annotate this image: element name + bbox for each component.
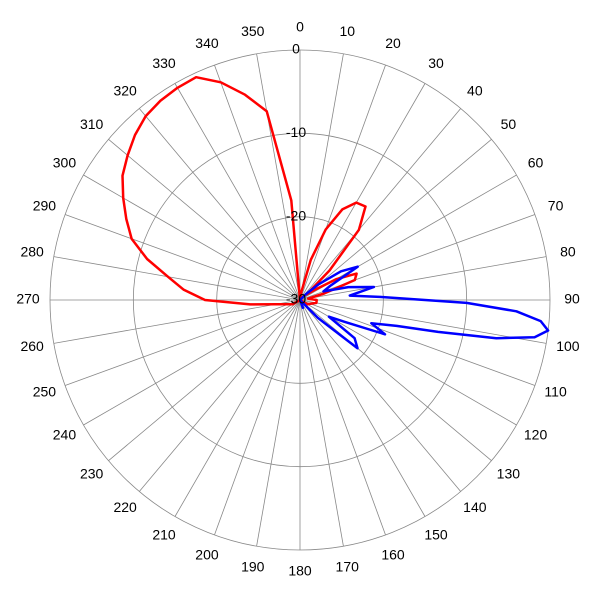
- angle-label: 70: [548, 198, 564, 214]
- angle-label: 150: [424, 526, 448, 542]
- spoke: [64, 214, 301, 301]
- spoke: [174, 299, 301, 517]
- spoke: [299, 299, 344, 547]
- angle-label: 20: [385, 35, 401, 51]
- spoke: [214, 299, 301, 536]
- spoke: [83, 174, 301, 301]
- angle-label: 210: [152, 526, 176, 542]
- spoke: [299, 53, 344, 301]
- angle-label: 190: [241, 559, 265, 575]
- spoke: [108, 299, 301, 462]
- spoke: [299, 299, 462, 492]
- pattern-line: [298, 265, 550, 350]
- spoke: [108, 138, 301, 301]
- angle-label: 280: [20, 243, 44, 259]
- angle-label: 250: [33, 384, 57, 400]
- radial-label: -20: [286, 207, 306, 223]
- spoke: [174, 83, 301, 301]
- spoke: [299, 299, 386, 536]
- spoke: [214, 64, 301, 301]
- angle-label: 310: [80, 116, 104, 132]
- spoke: [83, 299, 301, 426]
- angle-label: 170: [336, 559, 360, 575]
- spoke: [299, 299, 517, 426]
- ring: [132, 132, 468, 468]
- angle-label: 340: [195, 35, 219, 51]
- spoke: [138, 299, 301, 492]
- angle-label: 320: [113, 82, 137, 98]
- spoke: [299, 256, 547, 301]
- angle-label: 120: [524, 427, 548, 443]
- angle-label: 180: [288, 563, 312, 579]
- angle-label: 110: [544, 384, 567, 400]
- radial-label: -30: [286, 291, 306, 307]
- spoke: [299, 138, 492, 301]
- radial-label: -10: [286, 124, 306, 140]
- spoke: [256, 53, 301, 301]
- angle-label: 30: [428, 55, 444, 71]
- spoke: [53, 256, 301, 301]
- angle-label: 350: [241, 23, 265, 39]
- angle-label: 130: [497, 466, 521, 482]
- angle-label: 290: [33, 198, 57, 214]
- spoke: [299, 108, 462, 301]
- spoke: [256, 299, 301, 547]
- angle-label: 50: [501, 116, 517, 132]
- angle-label: 240: [53, 427, 77, 443]
- angle-label: 0: [296, 19, 304, 35]
- spoke: [299, 299, 547, 344]
- spoke: [299, 64, 386, 301]
- spoke: [53, 299, 301, 344]
- spoke: [299, 299, 536, 386]
- ring: [49, 49, 551, 551]
- angle-label: 40: [467, 82, 483, 98]
- angle-label: 330: [152, 55, 176, 71]
- angle-label: 260: [20, 338, 44, 354]
- angle-label: 60: [528, 155, 544, 171]
- angle-label: 220: [113, 499, 137, 515]
- angle-label: 80: [560, 243, 576, 259]
- radial-label: 0: [292, 41, 300, 57]
- pattern-line: [121, 75, 367, 306]
- spoke: [299, 299, 492, 462]
- spoke: [299, 83, 426, 301]
- spoke: [138, 108, 301, 301]
- angle-label: 160: [381, 546, 405, 562]
- angle-label: 300: [53, 155, 77, 171]
- angle-label: 270: [16, 291, 40, 307]
- angle-label: 90: [564, 291, 580, 307]
- angle-label: 10: [339, 23, 355, 39]
- angle-label: 100: [556, 338, 580, 354]
- angle-label: 140: [463, 499, 487, 515]
- angle-label: 230: [80, 466, 104, 482]
- spoke: [64, 299, 301, 386]
- spoke: [299, 214, 536, 301]
- spoke: [299, 299, 426, 517]
- angle-label: 200: [195, 546, 219, 562]
